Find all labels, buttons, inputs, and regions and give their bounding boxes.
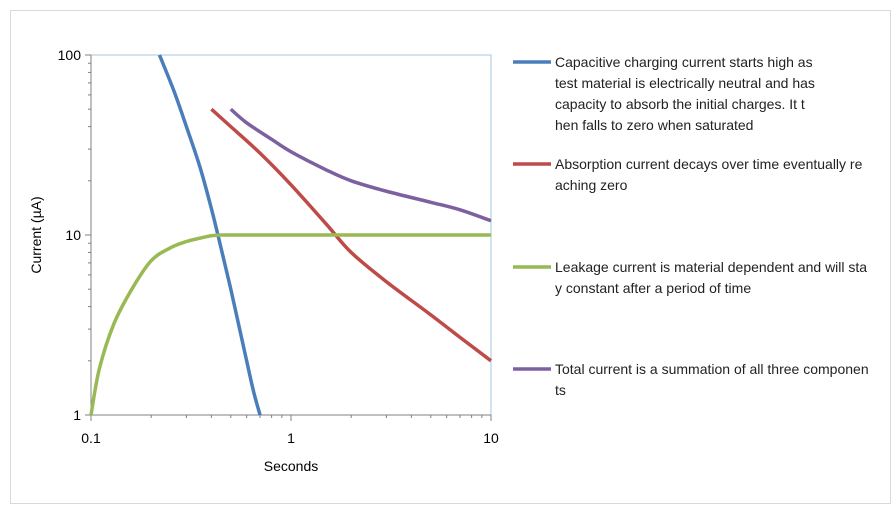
legend-label-leakage-current: Leakage current is material dependent an… [555, 259, 867, 296]
series-line-capacitive-charging-current [157, 54, 262, 416]
x-tick-label: 0.1 [81, 430, 101, 446]
y-tick-label: 100 [58, 47, 82, 63]
series-line-absorption-current [210, 107, 493, 363]
x-tick-label: 10 [483, 430, 499, 446]
y-tick-label: 10 [65, 227, 81, 243]
series-line-total-current [229, 107, 492, 223]
series-line-leakage-current [89, 233, 491, 416]
x-tick-label: 1 [287, 430, 295, 446]
legend-label-total-current: Total current is a summation of all thre… [555, 361, 869, 398]
series-layer [89, 54, 493, 416]
legend-label-capacitive-charging-current: Capacitive charging current starts high … [555, 54, 815, 133]
legend-label-absorption-current: Absorption current decays over time even… [555, 156, 863, 193]
x-axis-title: Seconds [264, 458, 318, 474]
y-tick-label: 1 [73, 407, 81, 423]
legend: Capacitive charging current starts high … [513, 54, 869, 398]
y-axis-title: Current (µA) [28, 196, 44, 273]
